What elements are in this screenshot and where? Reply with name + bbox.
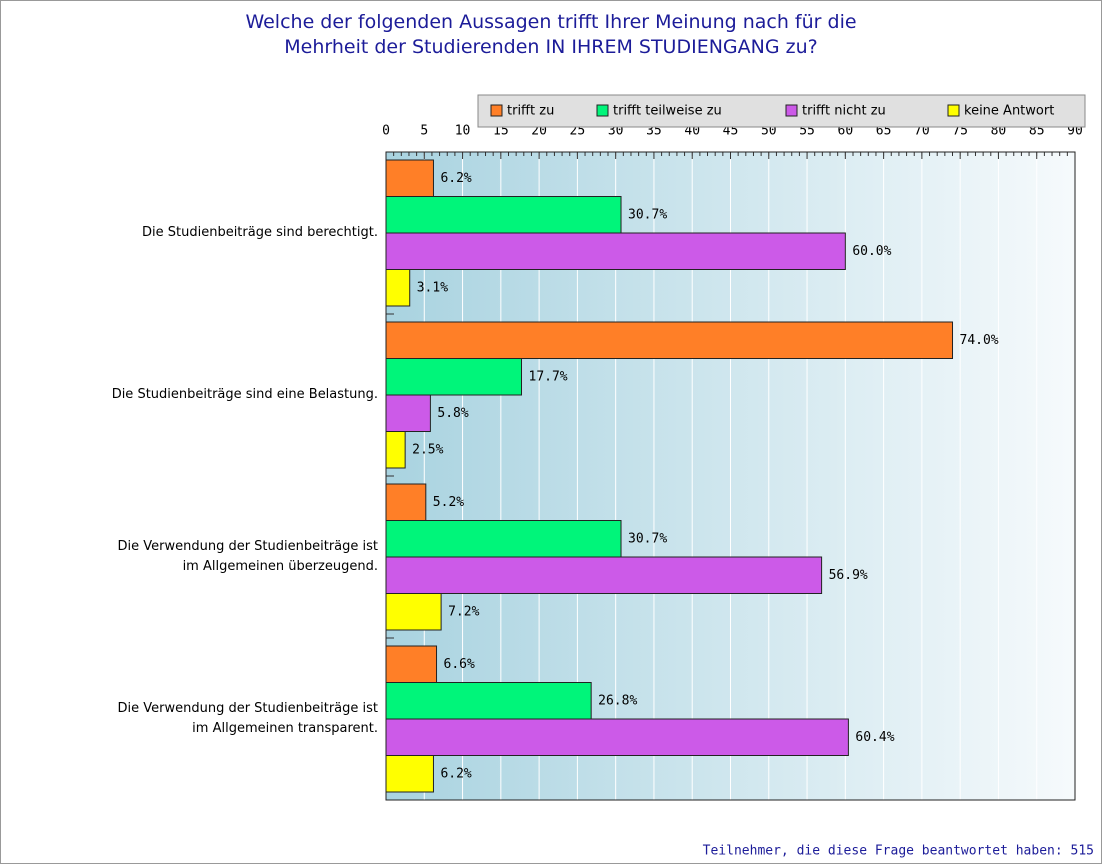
bar: [385, 718, 849, 756]
bar: [385, 520, 622, 558]
value-label: 6.2%: [440, 171, 471, 186]
legend-swatch: [490, 104, 503, 117]
legend-swatch: [785, 104, 798, 117]
bar: [385, 196, 622, 234]
bar: [385, 593, 442, 631]
bar: [385, 431, 406, 469]
value-label: 17.7%: [529, 369, 568, 384]
legend-swatch: [596, 104, 609, 117]
chart-title: Welche der folgenden Aussagen trifft Ihr…: [245, 11, 857, 58]
value-label: 60.0%: [852, 244, 891, 259]
x-tick-label: 5: [420, 124, 428, 139]
value-label: 30.7%: [628, 207, 667, 222]
legend-box: [477, 94, 1086, 128]
bar: [385, 755, 434, 793]
category-label: Die Verwendung der Studienbeiträge ist i…: [117, 701, 378, 736]
value-label: 2.5%: [412, 442, 443, 457]
footer: Teilnehmer, die diese Frage beantwortet …: [703, 844, 1094, 859]
value-label: 5.2%: [433, 495, 464, 510]
value-label: 74.0%: [960, 333, 999, 348]
category-label: Die Studienbeiträge sind berechtigt.: [142, 225, 378, 240]
bar: [385, 269, 411, 307]
bar: [385, 159, 434, 197]
bar: [385, 556, 823, 594]
bar: [385, 321, 954, 359]
x-tick-label: 0: [382, 124, 390, 139]
value-label: 60.4%: [855, 730, 894, 745]
x-tick-label: 10: [455, 124, 471, 139]
legend-label: trifft nicht zu: [802, 104, 886, 119]
value-label: 5.8%: [437, 406, 468, 421]
legend-label: trifft teilweise zu: [613, 104, 722, 119]
bar: [385, 394, 431, 432]
legend-swatch: [947, 104, 960, 117]
legend-label: trifft zu: [507, 104, 554, 119]
value-label: 7.2%: [448, 604, 479, 619]
plot-border: [385, 151, 1076, 801]
bar: [385, 645, 438, 683]
category-label: Die Verwendung der Studienbeiträge ist i…: [117, 539, 378, 574]
value-label: 26.8%: [598, 693, 637, 708]
value-label: 56.9%: [829, 568, 868, 583]
category-label: Die Studienbeiträge sind eine Belastung.: [111, 387, 378, 402]
value-label: 3.1%: [417, 280, 448, 295]
bar: [385, 358, 523, 396]
bar: [385, 232, 846, 270]
legend-label: keine Antwort: [964, 104, 1054, 119]
bar: [385, 682, 592, 720]
value-label: 30.7%: [628, 531, 667, 546]
bar: [385, 483, 427, 521]
value-label: 6.2%: [440, 766, 471, 781]
value-label: 6.6%: [444, 657, 475, 672]
